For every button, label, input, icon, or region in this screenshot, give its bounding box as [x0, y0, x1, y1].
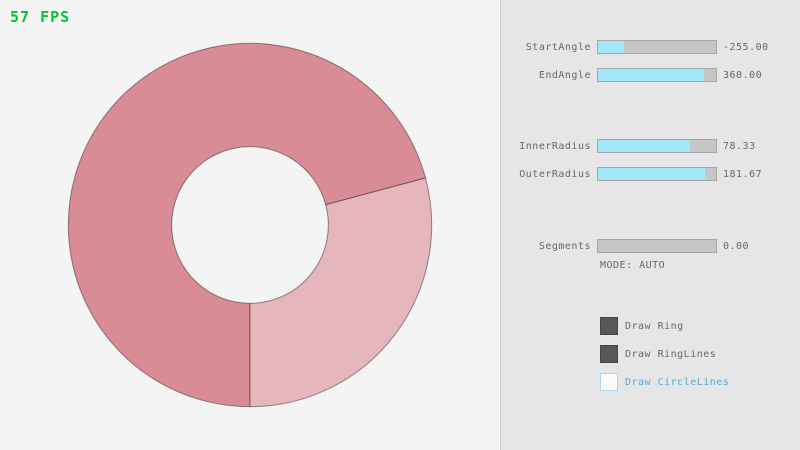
segments-slider[interactable] — [597, 239, 717, 253]
ring-sector — [249, 177, 433, 408]
innerradius-slider[interactable] — [597, 139, 717, 153]
slider-row-innerradius: InnerRadius 78.33 — [501, 139, 800, 153]
slider-fill — [598, 168, 706, 180]
startangle-label: StartAngle — [525, 42, 591, 53]
endangle-value: 360.00 — [723, 70, 763, 81]
checkbox-row-draw-ringlines: Draw RingLines — [600, 345, 800, 363]
slider-fill — [598, 69, 705, 81]
segments-label: Segments — [538, 241, 591, 252]
slider-row-startangle: StartAngle -255.00 — [501, 40, 800, 54]
ring-sector — [67, 42, 427, 408]
slider-row-outerradius: OuterRadius 181.67 — [501, 167, 800, 181]
outerradius-label: OuterRadius — [519, 169, 591, 180]
slider-fill — [598, 41, 624, 53]
endangle-slider[interactable] — [597, 68, 717, 82]
slider-row-endangle: EndAngle 360.00 — [501, 68, 800, 82]
draw-circlelines-checkbox[interactable] — [600, 373, 618, 391]
draw-ring-label: Draw Ring — [625, 321, 684, 332]
slider-fill — [598, 140, 691, 152]
mode-label: MODE: AUTO — [600, 260, 666, 271]
endangle-label: EndAngle — [538, 70, 591, 81]
innerradius-label: InnerRadius — [519, 141, 591, 152]
outerradius-slider[interactable] — [597, 167, 717, 181]
slider-row-segments: Segments 0.00 — [501, 239, 800, 253]
outerradius-value: 181.67 — [723, 169, 763, 180]
draw-ringlines-checkbox[interactable] — [600, 345, 618, 363]
innerradius-value: 78.33 — [723, 141, 756, 152]
segments-value: 0.00 — [723, 241, 750, 252]
ring-canvas — [67, 42, 433, 408]
draw-ring-checkbox[interactable] — [600, 317, 618, 335]
fps-counter: 57 FPS — [10, 8, 71, 26]
startangle-slider[interactable] — [597, 40, 717, 54]
startangle-value: -255.00 — [723, 42, 769, 53]
draw-circlelines-label: Draw CircleLines — [625, 377, 730, 388]
checkbox-row-draw-circlelines: Draw CircleLines — [600, 373, 800, 391]
controls-panel: StartAngle -255.00 EndAngle 360.00 Inner… — [500, 0, 800, 450]
draw-ringlines-label: Draw RingLines — [625, 349, 717, 360]
checkbox-row-draw-ring: Draw Ring — [600, 317, 800, 335]
